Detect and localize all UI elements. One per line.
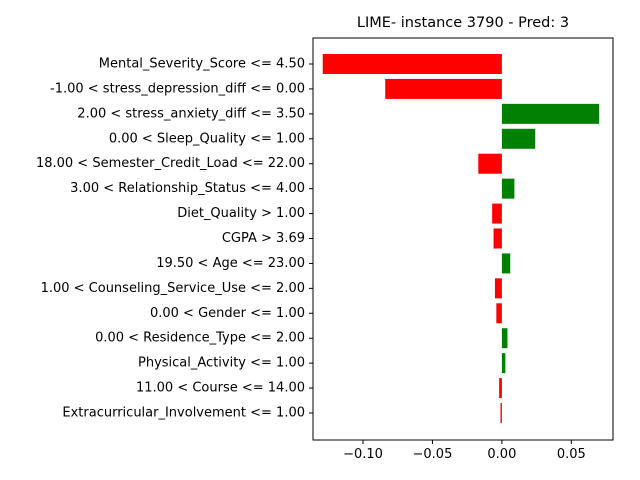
category-label: CGPA > 3.69 xyxy=(222,231,305,246)
category-label: 0.00 < Residence_Type <= 2.00 xyxy=(95,331,305,346)
category-label: 18.00 < Semester_Credit_Load <= 22.00 xyxy=(36,156,305,171)
x-axis-ticks: −0.10 −0.05 0.00 0.05 xyxy=(343,440,586,462)
bar xyxy=(501,128,536,149)
x-tick-label: −0.05 xyxy=(413,447,453,462)
plot-frame xyxy=(312,37,614,441)
bar xyxy=(493,228,502,249)
bar xyxy=(501,328,508,349)
bar xyxy=(478,153,502,174)
bars-layer xyxy=(322,54,600,423)
category-label: 3.00 < Relationship_Status <= 4.00 xyxy=(70,181,305,196)
bar xyxy=(385,78,502,99)
bar xyxy=(500,403,502,423)
category-label: Physical_Activity <= 1.00 xyxy=(138,356,305,371)
x-tick-label: 0.00 xyxy=(487,447,516,462)
category-label: 1.00 < Counseling_Service_Use <= 2.00 xyxy=(41,281,305,296)
bar xyxy=(322,54,502,74)
category-label: 11.00 < Course <= 14.00 xyxy=(136,381,305,396)
bar xyxy=(499,378,502,399)
bar xyxy=(496,303,502,324)
bar xyxy=(501,178,515,199)
category-label: -1.00 < stress_depression_diff <= 0.00 xyxy=(50,81,305,96)
category-label: Diet_Quality > 1.00 xyxy=(177,206,305,221)
category-label: Mental_Severity_Score <= 4.50 xyxy=(99,57,305,72)
bar xyxy=(501,253,511,274)
x-tick-label: −0.10 xyxy=(343,447,383,462)
bar xyxy=(501,353,506,374)
x-tick-label: 0.05 xyxy=(557,447,586,462)
bar xyxy=(494,278,502,299)
category-label: Extracurricular_Involvement <= 1.00 xyxy=(62,406,305,421)
bar xyxy=(492,203,502,224)
category-label: 0.00 < Gender <= 1.00 xyxy=(150,306,305,321)
category-labels: Mental_Severity_Score <= 4.50 -1.00 < str… xyxy=(36,57,313,421)
category-label: 2.00 < stress_anxiety_diff <= 3.50 xyxy=(77,106,305,121)
category-label: 19.50 < Age <= 23.00 xyxy=(156,256,305,271)
category-label: 0.00 < Sleep_Quality <= 1.00 xyxy=(109,131,305,146)
bar xyxy=(501,103,600,124)
chart-title: LIME- instance 3790 - Pred: 3 xyxy=(357,15,569,31)
